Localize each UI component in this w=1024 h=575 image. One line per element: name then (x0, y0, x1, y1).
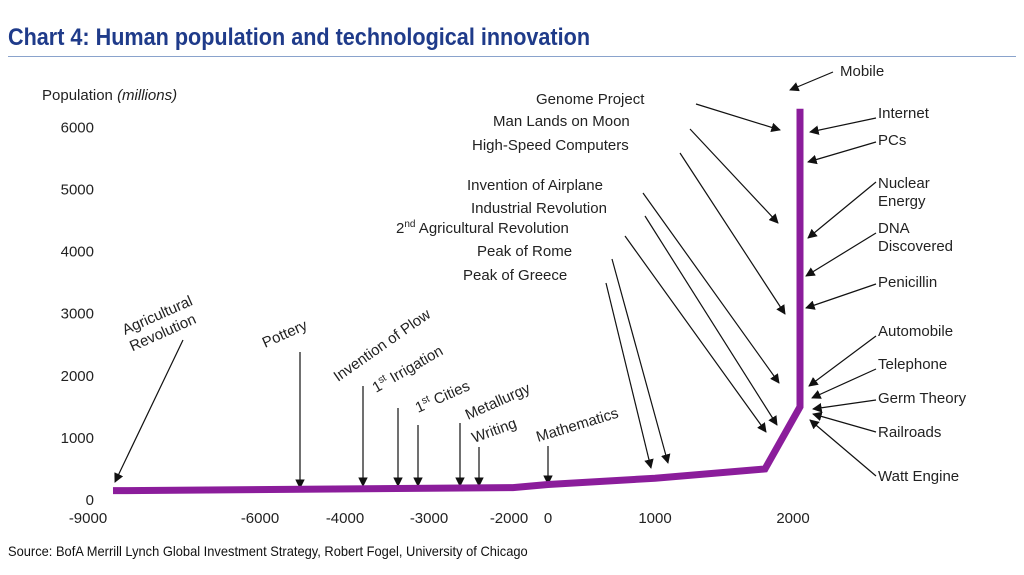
x-tick-label: -6000 (241, 510, 279, 527)
annotation-label-nuclear-energy: Nuclear Energy (878, 175, 930, 210)
annotation-arrow-genome-project (695, 103, 781, 133)
annotation-label-dna-discovered: DNA Discovered (878, 220, 953, 255)
annotation-label-automobile: Automobile (878, 323, 953, 340)
annotation-label-internet: Internet (878, 105, 930, 122)
annotation-arrow-agricultural-revolution (114, 339, 184, 483)
annotation-arrow-peak-of-greece (605, 282, 654, 469)
annotation-label-2nd-agricultural-revolution: 2nd Agricultural Revolution (396, 219, 569, 237)
annotation-label-high-speed-computers: High-Speed Computers (472, 137, 629, 154)
annotation-arrow-automobile (808, 335, 877, 387)
y-tick-label: 1000 (61, 430, 94, 447)
annotation-label-telephone: Telephone (878, 356, 947, 373)
source-note: Source: BofA Merrill Lynch Global Invest… (8, 543, 528, 559)
y-tick-label: 4000 (61, 244, 94, 261)
annotation-arrow-germ-theory (812, 399, 877, 413)
annotation-label-agricultural-revolution: AgriculturalRevolution (120, 293, 203, 355)
y-tick-label: 3000 (61, 306, 94, 323)
annotation-arrow-invention-of-airplane (642, 192, 780, 384)
x-tick-label: 0 (544, 510, 552, 527)
x-tick-label: -4000 (326, 510, 364, 527)
y-axis-title-main: Population (42, 87, 117, 104)
annotation-arrow-man-lands-on-moon (689, 128, 779, 224)
annotation-label-mathematics: Mathematics (534, 405, 620, 446)
annotation-label-man-lands-on-moon: Man Lands on Moon (493, 113, 630, 130)
annotation-arrow-industrial-revolution (644, 215, 778, 426)
annotation-label-genome-project: Genome Project (536, 91, 645, 108)
annotation-arrow-pcs (807, 141, 877, 165)
annotation-arrow-dna-discovered (805, 232, 877, 277)
annotation-label-peak-of-rome: Peak of Rome (477, 243, 572, 260)
x-tick-label: 1000 (638, 510, 671, 527)
annotation-label-industrial-revolution: Industrial Revolution (471, 200, 607, 217)
annotation-label-railroads: Railroads (878, 424, 941, 441)
annotation-label-pottery: Pottery (260, 317, 311, 352)
y-tick-label: 6000 (61, 119, 94, 136)
x-tick-label: -3000 (410, 510, 448, 527)
annotation-label-watt-engine: Watt Engine (878, 468, 959, 485)
annotation-label-invention-of-airplane: Invention of Airplane (467, 177, 603, 194)
annotation-label-peak-of-greece: Peak of Greece (463, 267, 567, 284)
y-tick-label: 2000 (61, 368, 94, 385)
annotation-label-germ-theory: Germ Theory (878, 390, 967, 407)
population-series (112, 108, 804, 495)
population-chart: Population (millions) 0 1000 2000 3000 4000 5… (42, 63, 967, 527)
annotation-arrow-mobile (789, 71, 834, 92)
annotation-label-penicillin: Penicillin (878, 274, 937, 291)
annotation-arrows (114, 71, 877, 489)
annotation-label-pcs: PCs (878, 132, 906, 149)
chart-title: Chart 4: Human population and technologi… (8, 24, 591, 51)
annotation-arrow-2nd-agricultural-revolution (624, 235, 767, 433)
title-divider (8, 56, 1016, 57)
y-axis-title-unit: (millions) (117, 87, 177, 104)
y-tick-label: 5000 (61, 182, 94, 199)
annotation-arrow-telephone (811, 368, 877, 399)
x-tick-label: -2000 (490, 510, 528, 527)
population-line (112, 108, 804, 495)
annotation-arrow-penicillin (805, 283, 877, 310)
y-axis-title: Population (millions) (42, 87, 177, 104)
annotation-label-metallurgy: Metallurgy (463, 380, 534, 424)
x-tick-label: 2000 (776, 510, 809, 527)
annotation-arrow-watt-engine (809, 419, 877, 477)
y-axis: 0 1000 2000 3000 4000 5000 6000 (61, 119, 94, 509)
annotation-arrow-internet (809, 117, 877, 135)
x-axis: -9000 -6000 -4000 -3000 -2000 0 1000 2000 (69, 510, 810, 527)
annotation-arrow-nuclear-energy (807, 181, 877, 239)
x-tick-label: -9000 (69, 510, 107, 527)
annotation-arrow-railroads (812, 411, 877, 433)
y-tick-label: 0 (86, 492, 94, 509)
annotation-label-mobile: Mobile (840, 63, 884, 80)
annotation-arrow-high-speed-computers (679, 152, 786, 315)
annotation-arrow-peak-of-rome (611, 258, 671, 464)
